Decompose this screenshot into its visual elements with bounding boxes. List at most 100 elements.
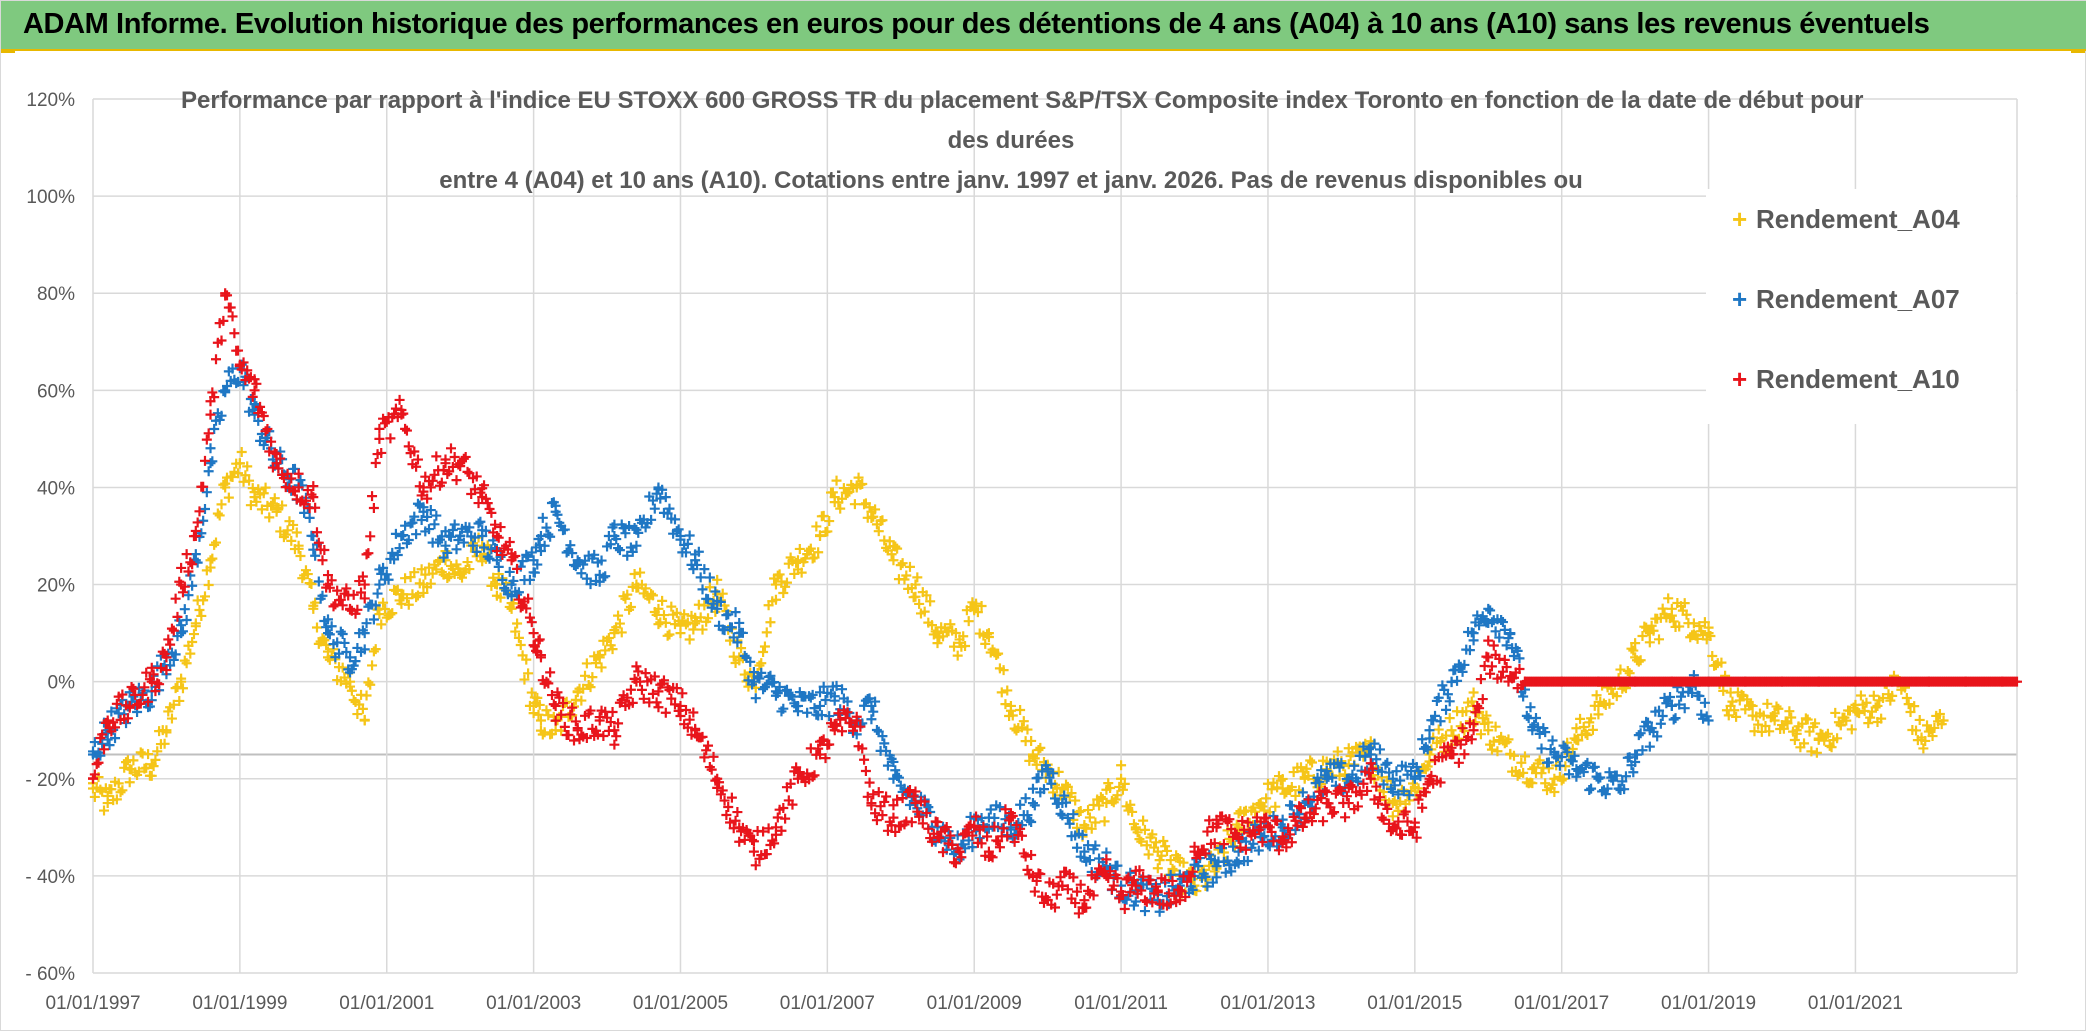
data-point-fill: [780, 813, 791, 824]
data-point-fill: [310, 550, 321, 561]
data-point-fill: [983, 632, 994, 643]
data-point-fill: [1674, 621, 1685, 632]
data-point-fill: [1380, 759, 1391, 770]
data-point-fill: [150, 754, 161, 765]
data-point-fill: [1620, 771, 1631, 782]
data-point-fill: [552, 509, 563, 520]
data-point-fill: [1138, 871, 1149, 882]
data-point-fill: [758, 826, 769, 837]
data-point-fill: [403, 441, 414, 452]
data-point-fill: [168, 625, 179, 636]
data-point-fill: [99, 744, 110, 755]
data-point-fill: [860, 766, 871, 777]
data-point-fill: [203, 428, 214, 439]
data-point-fill: [510, 550, 521, 561]
data-point-fill: [455, 530, 466, 541]
data-point-fill: [1105, 866, 1116, 877]
data-point-fill: [679, 609, 690, 620]
data-point-fill: [497, 549, 508, 560]
data-point-fill: [1136, 885, 1147, 896]
data-point-fill: [390, 403, 401, 414]
data-point-fill: [1132, 827, 1143, 838]
data-point-fill: [1459, 659, 1470, 670]
data-point-fill: [1103, 778, 1114, 789]
data-point-fill: [1501, 640, 1512, 651]
data-point-fill: [1169, 890, 1180, 901]
data-point-fill: [1165, 898, 1176, 909]
data-point-fill: [824, 739, 835, 750]
data-point-fill: [135, 747, 146, 758]
data-point-fill: [1567, 756, 1578, 767]
data-point-fill: [400, 520, 411, 531]
data-point-fill: [620, 528, 631, 539]
data-point-fill: [897, 793, 908, 804]
data-point-fill: [980, 638, 991, 649]
data-point-fill: [1905, 707, 1916, 718]
data-point-fill: [572, 723, 583, 734]
data-point-fill: [253, 484, 264, 495]
data-point-fill: [842, 696, 853, 707]
data-point-fill: [625, 684, 636, 695]
data-point-fill: [950, 858, 961, 869]
data-point-fill: [1207, 877, 1218, 888]
data-point-fill: [1020, 793, 1031, 804]
data-point-fill: [1519, 751, 1530, 762]
data-point-fill: [1543, 757, 1554, 768]
data-point-fill: [385, 433, 396, 444]
data-point-fill: [1868, 690, 1879, 701]
data-point-fill: [910, 591, 921, 602]
data-point-fill: [1334, 762, 1345, 773]
series-Rendement_A10: [88, 288, 2022, 919]
chart-legend: + Rendement_A04 + Rendement_A07 + Rendem…: [1706, 189, 2016, 424]
data-point-fill: [697, 584, 708, 595]
data-point-fill: [1501, 661, 1512, 672]
data-point-fill: [1187, 884, 1198, 895]
data-point-fill: [1699, 697, 1710, 708]
x-axis-labels: 01/01/1997 01/01/1999 01/01/2001 01/01/2003…: [45, 993, 1903, 1014]
data-point-fill: [985, 850, 996, 861]
data-point-fill: [310, 597, 321, 608]
data-point-fill: [1088, 890, 1099, 901]
data-point-fill: [758, 647, 769, 658]
y-tick-label: 40%: [37, 478, 75, 499]
data-point-fill: [719, 625, 730, 636]
data-point-fill: [295, 550, 306, 561]
data-point-fill: [1556, 752, 1567, 763]
data-point-fill: [1508, 750, 1519, 761]
data-points: [88, 288, 2022, 919]
data-point-fill: [533, 709, 544, 720]
data-point-fill: [1586, 783, 1597, 794]
data-point-fill: [1642, 717, 1653, 728]
data-point-fill: [1042, 766, 1053, 777]
data-point-fill: [1307, 757, 1318, 768]
data-point-fill: [827, 487, 838, 498]
data-point-fill: [150, 686, 161, 697]
data-point-fill: [1644, 741, 1655, 752]
data-point-fill: [1909, 701, 1920, 712]
data-point-fill: [229, 328, 240, 339]
data-point-fill: [335, 594, 346, 605]
data-point-fill: [888, 756, 899, 767]
data-point-fill: [1303, 794, 1314, 805]
data-point-fill: [172, 611, 183, 622]
data-point-fill: [286, 473, 297, 484]
data-point-fill: [989, 812, 1000, 823]
data-point-fill: [370, 600, 381, 611]
data-point-fill: [761, 849, 772, 860]
data-point-fill: [1791, 728, 1802, 739]
data-point-fill: [1279, 835, 1290, 846]
data-point-fill: [106, 784, 117, 795]
data-point-fill: [411, 529, 422, 540]
data-point-fill: [770, 829, 781, 840]
data-point-fill: [1340, 812, 1351, 823]
data-point-fill: [682, 617, 693, 628]
data-point-fill: [1272, 782, 1283, 793]
data-point-fill: [306, 530, 317, 541]
data-point-fill: [359, 644, 370, 655]
data-point-fill: [723, 609, 734, 620]
data-point-fill: [1103, 873, 1114, 884]
data-point-fill: [1296, 803, 1307, 814]
data-point-fill: [1057, 810, 1068, 821]
data-point-fill: [820, 695, 831, 706]
data-point-fill: [517, 556, 528, 567]
